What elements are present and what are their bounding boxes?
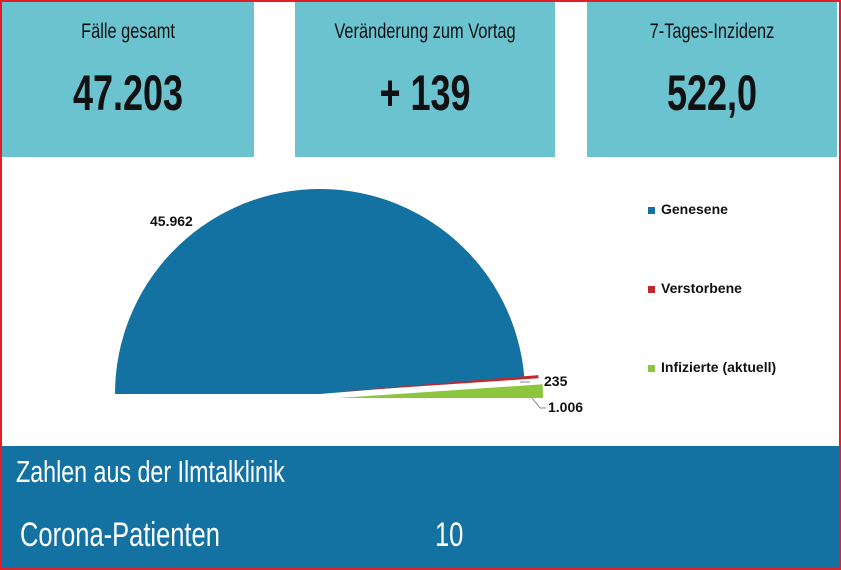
card-value: + 139 — [379, 65, 471, 121]
pie-slice-verstorbene — [334, 375, 539, 392]
legend-label: Genesene — [661, 201, 728, 217]
legend-swatch — [648, 364, 655, 372]
corona-patients-label: Corona-Patienten — [20, 516, 220, 554]
data-label-verstorbene: 235 — [544, 373, 568, 389]
card-total-cases: Fälle gesamt 47.203 — [2, 2, 254, 157]
legend-item-infizierte: Infizierte (aktuell) — [648, 359, 776, 375]
clinic-panel: Zahlen aus der Ilmtalklinik Corona-Patie… — [2, 446, 839, 568]
half-pie-chart: 45.962 235 1.006 — [114, 188, 583, 415]
card-change: Veränderung zum Vortag + 139 — [295, 2, 555, 157]
legend-item-genesene: Genesene — [648, 201, 728, 217]
card-incidence: 7-Tages-Inzidenz 522,0 — [587, 2, 837, 157]
legend-item-verstorbene: Verstorbene — [648, 280, 742, 296]
data-label-infizierte: 1.006 — [548, 399, 583, 415]
pie-slice-genesene — [114, 188, 525, 394]
leader-line — [531, 397, 546, 409]
card-label: 7-Tages-Inzidenz — [649, 20, 775, 43]
card-value: 522,0 — [666, 65, 758, 121]
corona-patients-value: 10 — [435, 516, 464, 554]
card-label: Veränderung zum Vortag — [334, 20, 516, 43]
card-value: 47.203 — [72, 65, 184, 121]
legend-swatch — [648, 206, 655, 214]
pie-slice-infizierte — [338, 384, 543, 398]
data-label-genesene: 45.962 — [150, 213, 193, 229]
clinic-title: Zahlen aus der Ilmtalklinik — [16, 454, 285, 489]
legend-label: Verstorbene — [661, 280, 742, 296]
card-label: Fälle gesamt — [81, 20, 175, 43]
legend-label: Infizierte (aktuell) — [661, 359, 777, 375]
legend-swatch — [648, 285, 655, 293]
